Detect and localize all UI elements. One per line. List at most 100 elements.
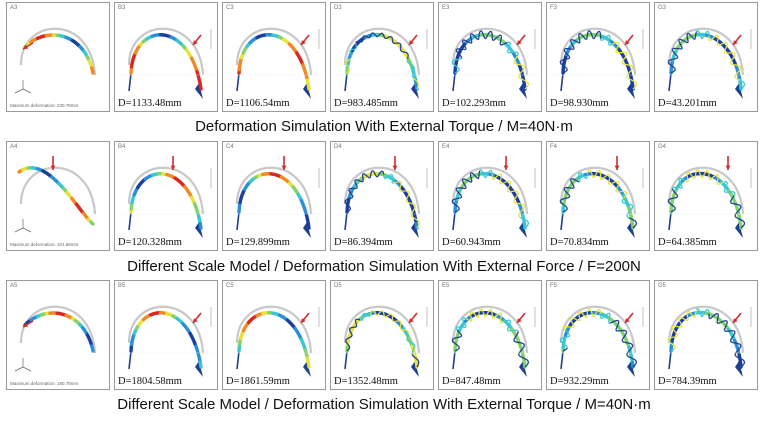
simulation-panel: C3 D=1106.54mm [222,2,326,112]
helix-segment [716,34,719,37]
helix-segment [559,200,562,204]
support-leg [668,350,672,370]
helix-segment [739,67,742,71]
helix-segment [615,49,618,53]
helix-segment [563,343,567,347]
helix-segment [559,199,562,202]
helix-segment [742,359,746,363]
helix-segment [730,63,734,66]
axis-line [14,227,24,233]
helix-segment [667,200,670,204]
helix-segment [740,224,745,229]
helix-segment [626,76,630,80]
helix-segment [731,56,735,61]
base-panel: A5 Maximum deformation: 180.78mm [6,280,110,390]
helix-segment [482,34,486,39]
helix-segment [488,169,492,172]
helix-segment [374,173,377,177]
helix-segment [730,59,733,63]
panel-strip: A4 Maximum deformation: 101.88mm B4 D=120.3… [6,141,762,251]
helix-segment [413,204,416,207]
helix-segment [705,169,709,172]
helix-segment [509,182,512,186]
tip-marker [411,83,419,99]
helix-segment [606,312,610,315]
helix-segment [594,34,597,38]
deformation-plot [445,156,539,238]
helix-segment [415,357,419,361]
helix-segment [410,215,414,218]
helix-segment [392,42,395,44]
helix-segment [567,332,570,336]
helix-segment [733,52,736,55]
deformation-plot [121,156,215,238]
helix-segment [694,315,696,318]
helix-segment [567,54,570,58]
helix-segment [516,53,519,57]
simulation-panel: D4 D=86.394mm [330,141,434,251]
helix-segment [733,191,736,194]
helix-segment [560,202,565,206]
helix-segment [672,190,677,194]
axis-line [22,366,32,372]
helix-segment [503,180,508,184]
deformation-value: D=86.394mm [334,237,393,248]
helix-segment [516,329,519,333]
helix-segment [737,347,741,352]
helix-segment [509,43,512,47]
helix-segment [634,359,638,363]
helix-segment [560,341,565,345]
helix-segment [621,59,625,63]
support-leg [560,350,564,370]
deformation-plot [14,305,97,372]
helix-segment [453,59,457,62]
helix-segment [563,204,567,208]
helix-segment [347,343,350,347]
helix-segment [702,312,706,316]
helix-segment [501,43,505,46]
helix-segment [672,197,676,200]
helix-segment [346,70,350,74]
helix-segment [362,173,364,175]
helix-segment [626,354,630,358]
helix-segment [357,179,361,182]
helix-segment [345,338,348,341]
base-panel: A3 Maximum deformation: 230.78mm [6,2,110,112]
helix-segment [488,30,492,33]
helix-segment [520,356,525,359]
helix-segment [612,320,616,323]
helix-segment [345,202,349,206]
deformation-value: D=1804.58mm [118,376,182,387]
helix-segment [487,31,490,36]
helix-segment [461,40,464,44]
helix-segment [503,319,508,323]
deformation-value: D=847.48mm [442,376,501,387]
simulation-row: A5 Maximum deformation: 180.78mm B5 D=1804.… [0,280,768,390]
helix-segment [461,317,464,320]
helix-segment [678,179,681,182]
helix-segment [371,32,374,35]
helix-segment [673,69,676,72]
helix-segment [346,209,350,213]
tip-marker [735,361,743,377]
helix-segment [479,308,482,311]
helix-segment [615,190,618,193]
helix-segment [687,310,691,313]
helix-segment [516,190,519,194]
helix-segment [621,198,625,202]
helix-segment [406,339,410,343]
helix-segment [485,312,489,316]
helix-segment [673,345,676,349]
helix-segment [608,317,611,321]
helix-segment [723,190,726,193]
helix-segment [383,176,386,179]
helix-segment [481,31,485,36]
deformation-plot [229,27,323,99]
helix-segment [686,171,689,174]
helix-segment [673,208,676,211]
helix-segment [671,204,675,208]
helix-segment [567,57,570,60]
reference-arc [19,166,97,215]
reference-arc [19,305,97,354]
helix-segment [348,197,352,200]
